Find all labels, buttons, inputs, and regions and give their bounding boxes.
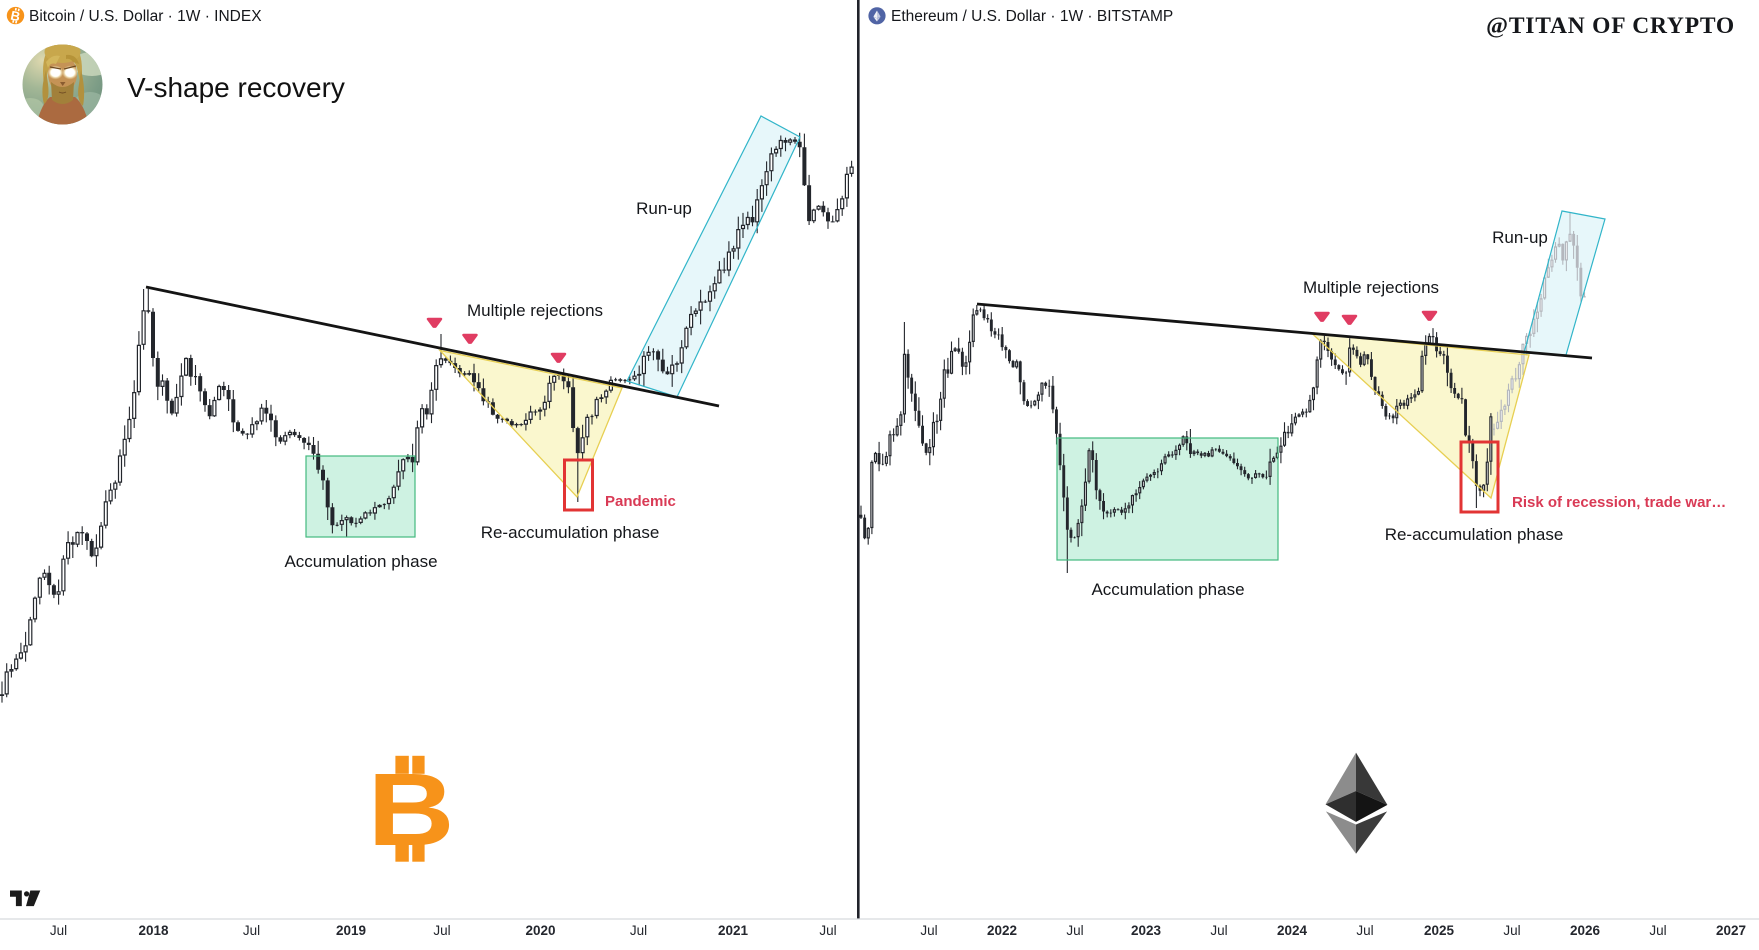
svg-text:Jul: Jul [1066, 923, 1083, 938]
svg-text:2025: 2025 [1424, 923, 1455, 938]
svg-text:2022: 2022 [987, 923, 1017, 938]
svg-text:2027: 2027 [1716, 923, 1746, 938]
svg-text:Multiple rejections: Multiple rejections [1303, 278, 1439, 297]
svg-text:Pandemic: Pandemic [605, 493, 676, 510]
svg-text:Run-up: Run-up [1492, 228, 1548, 247]
svg-text:Jul: Jul [243, 923, 260, 938]
svg-text:B: B [367, 752, 454, 867]
svg-text:@TITAN OF CRYPTO: @TITAN OF CRYPTO [1486, 13, 1735, 39]
svg-text:Bitcoin / U.S. Dollar · 1W · I: Bitcoin / U.S. Dollar · 1W · INDEX [29, 8, 262, 25]
svg-text:Jul: Jul [433, 923, 450, 938]
svg-text:2023: 2023 [1131, 923, 1162, 938]
svg-text:Accumulation phase: Accumulation phase [1091, 580, 1244, 599]
svg-text:Jul: Jul [1210, 923, 1227, 938]
svg-text:2021: 2021 [718, 923, 749, 938]
svg-text:Ethereum / U.S. Dollar · 1W ·: Ethereum / U.S. Dollar · 1W · BITSTAMP [891, 8, 1173, 25]
svg-text:Jul: Jul [50, 923, 67, 938]
svg-text:2024: 2024 [1277, 923, 1308, 938]
svg-text:B: B [9, 8, 21, 25]
svg-text:V-shape recovery: V-shape recovery [127, 72, 345, 103]
svg-text:Jul: Jul [819, 923, 836, 938]
svg-text:Re-accumulation phase: Re-accumulation phase [1385, 525, 1564, 544]
svg-text:Jul: Jul [920, 923, 937, 938]
svg-text:2020: 2020 [525, 923, 555, 938]
svg-text:Risk of recession, trade war…: Risk of recession, trade war… [1512, 494, 1726, 511]
svg-text:2018: 2018 [138, 923, 169, 938]
svg-text:Jul: Jul [1503, 923, 1520, 938]
svg-text:Accumulation phase: Accumulation phase [284, 552, 437, 571]
svg-text:Jul: Jul [1356, 923, 1373, 938]
svg-text:Multiple rejections: Multiple rejections [467, 301, 603, 320]
svg-text:Re-accumulation phase: Re-accumulation phase [481, 523, 660, 542]
svg-text:2026: 2026 [1570, 923, 1601, 938]
svg-text:Jul: Jul [630, 923, 647, 938]
svg-text:Run-up: Run-up [636, 199, 692, 218]
svg-text:Jul: Jul [1649, 923, 1666, 938]
svg-text:2019: 2019 [336, 923, 366, 938]
